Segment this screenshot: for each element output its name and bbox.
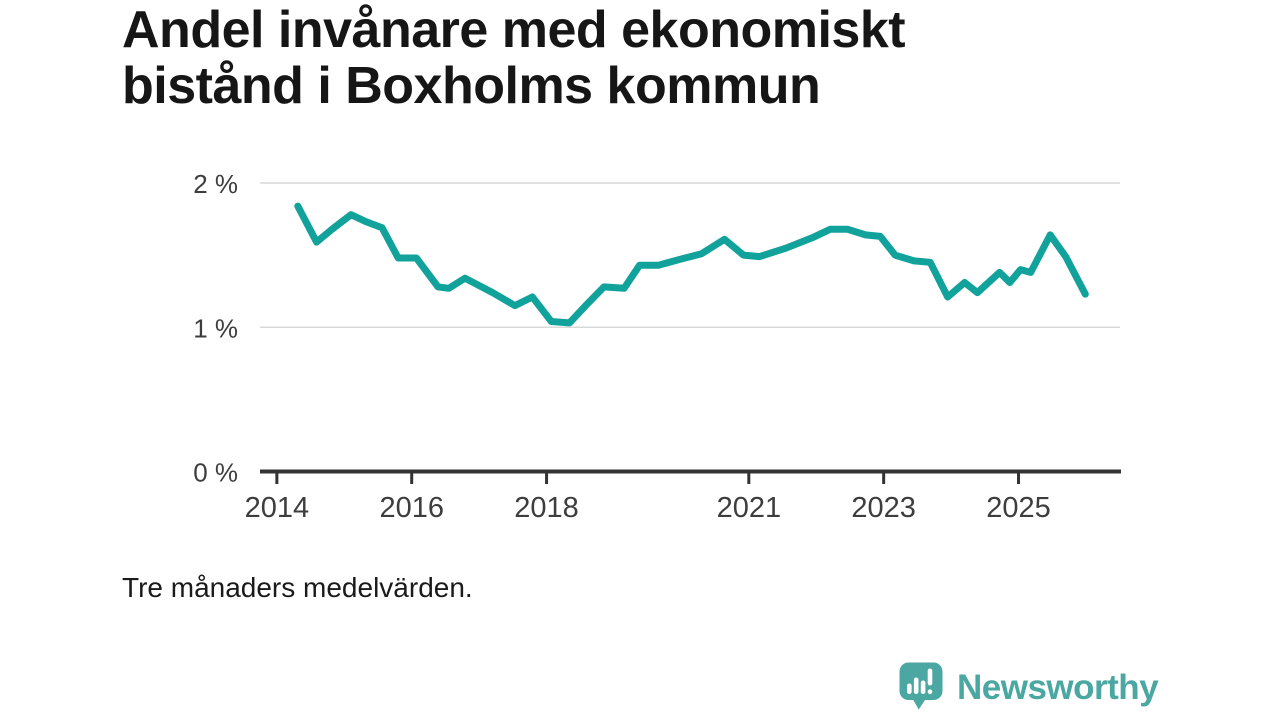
chart-title: Andel invånare med ekonomiskt bistånd i …: [122, 1, 906, 115]
chart-footnote: Tre månaders medelvärden.: [122, 572, 473, 603]
logo-bar-1: [907, 683, 912, 694]
newsworthy-logo-icon: [899, 662, 943, 710]
x-tick-label: 2018: [514, 492, 579, 524]
chart-title-line2: bistånd i Boxholms kommun: [122, 57, 821, 115]
chart-title-line1: Andel invånare med ekonomiskt: [122, 1, 906, 59]
y-tick-label: 1 %: [193, 313, 238, 343]
y-tick-label: 0 %: [193, 458, 238, 488]
x-tick-label: 2023: [851, 492, 916, 524]
logo-exclamation-dot: [927, 689, 933, 695]
y-tick-label: 2 %: [193, 169, 238, 199]
x-tick-label: 2014: [245, 492, 310, 524]
x-tick-label: 2016: [379, 492, 444, 524]
newsworthy-logo-text: Newsworthy: [957, 668, 1159, 707]
x-tick-label: 2025: [986, 492, 1051, 524]
logo-bar-3: [920, 680, 926, 694]
data-series-line: [294, 202, 1089, 327]
logo-exclamation-bar: [927, 668, 933, 686]
logo-bar-2: [913, 677, 919, 694]
x-tick-label: 2021: [717, 492, 782, 524]
newsworthy-logo: Newsworthy: [899, 662, 1159, 716]
